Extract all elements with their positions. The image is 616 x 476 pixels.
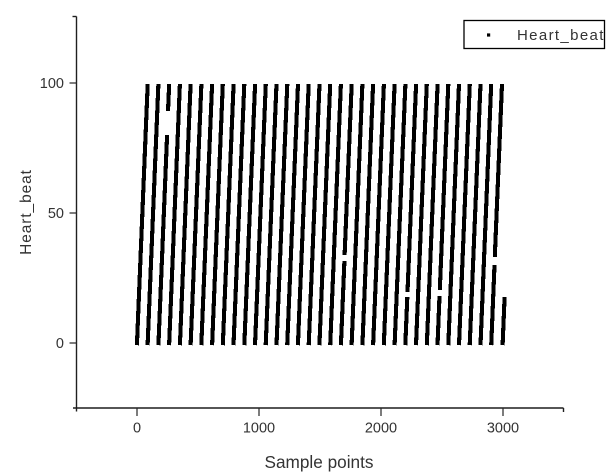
svg-text:1000: 1000 xyxy=(243,421,275,437)
svg-text:50: 50 xyxy=(48,206,64,222)
svg-text:0: 0 xyxy=(56,336,64,352)
svg-text:2000: 2000 xyxy=(365,421,397,437)
svg-text:Heart_beat: Heart_beat xyxy=(18,169,35,255)
svg-text:100: 100 xyxy=(40,76,64,92)
svg-text:Heart_beat: Heart_beat xyxy=(517,27,605,44)
svg-text:3000: 3000 xyxy=(487,421,519,437)
svg-text:Sample points: Sample points xyxy=(265,452,374,472)
svg-text:0: 0 xyxy=(133,421,141,437)
